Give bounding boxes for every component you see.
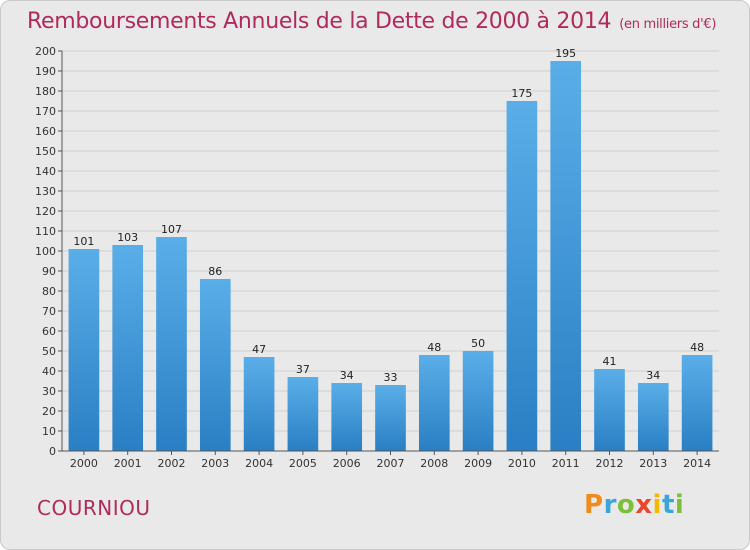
x-tick-label: 2000 xyxy=(70,457,98,470)
x-tick-label: 2014 xyxy=(683,457,711,470)
bar-value-label: 175 xyxy=(511,87,532,100)
y-tick-label: 50 xyxy=(42,345,56,358)
bar-2005 xyxy=(287,377,319,451)
bar-value-label: 34 xyxy=(646,369,660,382)
y-tick-label: 10 xyxy=(42,425,56,438)
bar-value-label: 41 xyxy=(603,355,617,368)
y-tick-label: 150 xyxy=(35,145,56,158)
y-tick-label: 80 xyxy=(42,285,56,298)
y-tick-label: 0 xyxy=(49,445,56,458)
bar-value-label: 103 xyxy=(117,231,138,244)
bar-2009 xyxy=(462,351,494,451)
bar-value-label: 48 xyxy=(690,341,704,354)
x-tick-label: 2009 xyxy=(464,457,492,470)
bar-2011 xyxy=(550,61,582,451)
x-tick-label: 2003 xyxy=(201,457,229,470)
y-tick-label: 160 xyxy=(35,125,56,138)
bar-value-label: 107 xyxy=(161,223,182,236)
commune-name: COURNIOU xyxy=(37,496,151,520)
bar-value-label: 195 xyxy=(555,47,576,60)
y-axis: 0 10 20 30 40 50 60 70 80 90 100 110 120 130 140 150 160… xyxy=(35,45,63,458)
y-tick-label: 190 xyxy=(35,65,56,78)
y-tick-label: 170 xyxy=(35,105,56,118)
chart-unit: (en milliers d'€) xyxy=(619,17,717,32)
y-tick-label: 40 xyxy=(42,365,56,378)
y-tick-label: 90 xyxy=(42,265,56,278)
x-tick-label: 2007 xyxy=(377,457,405,470)
x-tick-label: 2008 xyxy=(420,457,448,470)
bar-value-label: 48 xyxy=(427,341,441,354)
x-tick-label: 2005 xyxy=(289,457,317,470)
bar-value-label: 101 xyxy=(73,235,94,248)
bar-2008 xyxy=(418,355,450,451)
x-tick-label: 2012 xyxy=(596,457,624,470)
y-tick-label: 60 xyxy=(42,325,56,338)
x-tick-label: 2006 xyxy=(333,457,361,470)
bar-value-label: 33 xyxy=(384,371,398,384)
bars: 101 103 107 86 47 37 34 33 48 50 175 195 41 34 48 xyxy=(68,47,713,451)
bar-value-label: 47 xyxy=(252,343,266,356)
proxiti-logo[interactable]: Proxiti xyxy=(584,490,685,520)
bar-2001 xyxy=(112,245,144,451)
y-tick-label: 130 xyxy=(35,185,56,198)
y-tick-label: 30 xyxy=(42,385,56,398)
chart-title-text: Remboursements Annuels de la Dette de 20… xyxy=(27,9,612,34)
bar-2006 xyxy=(331,383,363,451)
bar-2002 xyxy=(156,237,187,451)
bar-2014 xyxy=(681,355,713,451)
bar-2000 xyxy=(68,249,100,451)
bar-2007 xyxy=(375,385,406,451)
bar-2012 xyxy=(594,369,625,451)
y-tick-label: 100 xyxy=(35,245,56,258)
x-axis: 2000 2001 2002 2003 2004 2005 2006 2007 2008 2009… xyxy=(62,450,719,470)
x-tick-label: 2002 xyxy=(158,457,186,470)
x-tick-label: 2013 xyxy=(639,457,667,470)
bar-value-label: 86 xyxy=(208,265,222,278)
x-tick-label: 2001 xyxy=(114,457,142,470)
y-tick-label: 180 xyxy=(35,85,56,98)
bar-2004 xyxy=(243,357,275,451)
y-tick-label: 70 xyxy=(42,305,56,318)
y-tick-label: 140 xyxy=(35,165,56,178)
bar-2013 xyxy=(637,383,669,451)
bar-value-label: 50 xyxy=(471,337,485,350)
bar-2003 xyxy=(199,279,231,451)
bar-value-label: 37 xyxy=(296,363,310,376)
y-tick-label: 110 xyxy=(35,225,56,238)
x-tick-label: 2010 xyxy=(508,457,536,470)
x-tick-label: 2011 xyxy=(552,457,580,470)
bar-value-label: 34 xyxy=(340,369,354,382)
y-tick-label: 20 xyxy=(42,405,56,418)
y-tick-label: 200 xyxy=(35,45,56,58)
x-tick-label: 2004 xyxy=(245,457,273,470)
y-tick-label: 120 xyxy=(35,205,56,218)
bar-2010 xyxy=(506,101,538,451)
chart-title: Remboursements Annuels de la Dette de 20… xyxy=(27,9,716,34)
